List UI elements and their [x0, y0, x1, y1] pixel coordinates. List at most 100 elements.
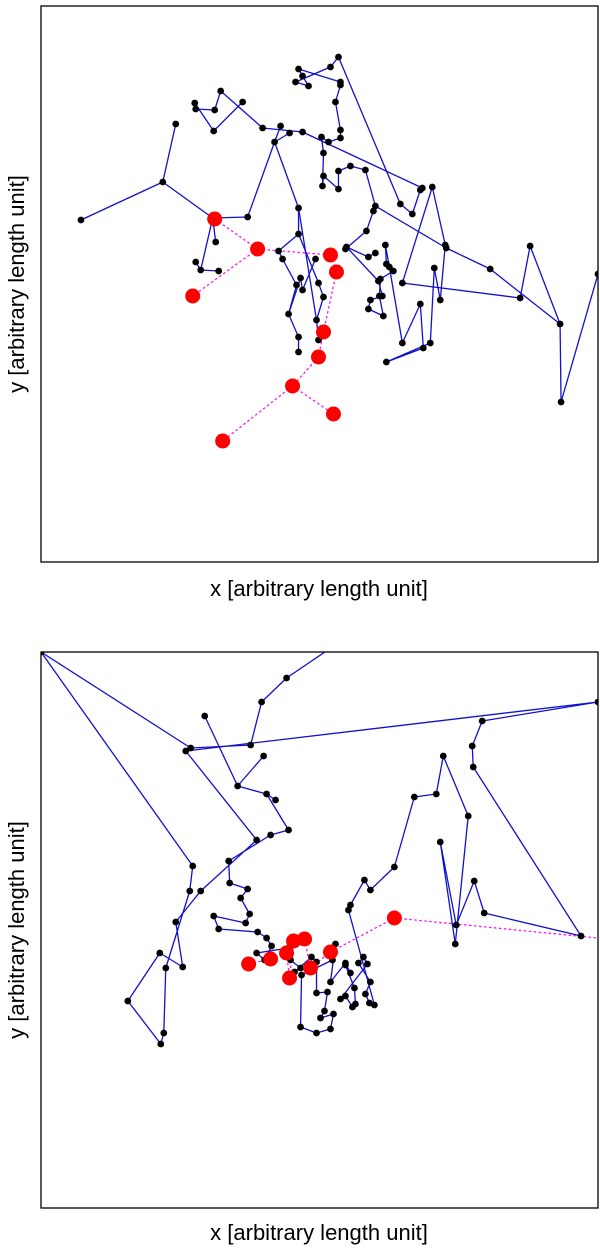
node-point — [430, 264, 438, 272]
node-point — [212, 238, 220, 246]
node-point — [376, 275, 384, 283]
node-point — [253, 949, 261, 957]
node-point — [179, 963, 187, 971]
node-point — [192, 258, 200, 266]
hub-links-top — [192, 218, 338, 442]
node-point — [320, 172, 327, 180]
tree-edge — [200, 217, 214, 271]
tree-edge — [302, 131, 423, 189]
node-point — [365, 253, 372, 261]
node-point — [297, 274, 304, 282]
tree-edge — [439, 244, 446, 301]
node-point — [324, 988, 331, 996]
tree-edge — [266, 793, 290, 831]
tree-edge — [529, 245, 561, 325]
node-point — [342, 635, 349, 642]
tree-edge — [560, 273, 598, 403]
tree-edge — [489, 268, 561, 325]
node-point — [201, 712, 209, 720]
tree-edge — [41, 652, 194, 867]
node-point — [332, 98, 339, 106]
node-point — [298, 971, 305, 979]
tree-edge — [375, 205, 447, 249]
node-point — [239, 98, 247, 106]
node-point — [557, 398, 565, 406]
hub-point — [328, 264, 344, 280]
hub-link — [322, 271, 338, 333]
node-point — [187, 744, 195, 752]
node-point — [192, 105, 200, 113]
node-point — [215, 267, 223, 275]
hub-link — [192, 248, 258, 297]
tree-edge — [388, 266, 403, 344]
tree-edge — [286, 652, 326, 679]
node-point — [295, 204, 302, 212]
node-point — [254, 928, 262, 936]
panel-bottom: x [arbitrary length unit] y [arbitrary l… — [4, 635, 599, 1245]
hub-point — [297, 931, 313, 947]
node-point — [242, 919, 250, 927]
hub-link — [257, 248, 331, 256]
node-point — [197, 887, 205, 895]
node-point — [464, 812, 472, 820]
node-point — [325, 138, 332, 146]
node-point — [305, 82, 312, 90]
node-point — [396, 200, 404, 208]
node-point — [410, 793, 418, 801]
node-point — [41, 652, 45, 656]
hub-point — [386, 910, 402, 926]
tree-edge — [429, 267, 435, 344]
tree-edges-bottom — [41, 652, 598, 1045]
node-point — [275, 247, 282, 255]
tree-edge — [411, 189, 421, 215]
node-point — [342, 961, 349, 969]
tree-edge — [213, 915, 246, 924]
node-point — [189, 862, 197, 870]
node-point — [390, 863, 398, 871]
node-point — [469, 763, 477, 771]
node-point — [172, 918, 180, 926]
hub-point — [303, 960, 319, 976]
node-point — [215, 925, 223, 933]
tree-edge — [346, 246, 369, 258]
y-axis-label-bottom: y [arbitrary length unit] — [4, 821, 29, 1039]
hub-point — [185, 288, 201, 304]
node-point — [362, 166, 369, 174]
node-point — [299, 128, 306, 136]
tree-edge — [175, 890, 202, 923]
node-point — [319, 182, 326, 190]
node-point — [342, 992, 349, 1000]
node-point — [337, 995, 344, 1003]
node-point — [361, 876, 368, 884]
node-point — [157, 1040, 165, 1048]
node-point — [371, 202, 379, 210]
node-point — [516, 294, 524, 302]
tree-edge — [364, 169, 377, 207]
tree-edge — [278, 233, 299, 252]
node-point — [211, 106, 219, 114]
node-point — [416, 300, 424, 308]
node-point — [347, 162, 354, 170]
tree-edge — [185, 750, 258, 841]
tree-edge — [237, 785, 267, 795]
tree-edge — [345, 246, 379, 282]
tree-edge — [445, 247, 491, 270]
node-point — [286, 129, 293, 137]
plot-frame-top — [40, 5, 599, 563]
node-point — [285, 310, 292, 318]
tree-edge — [471, 745, 474, 768]
node-point — [267, 831, 274, 839]
plot-area-top — [77, 53, 598, 449]
tree-edge — [393, 796, 415, 868]
tree-edge — [237, 755, 265, 787]
node-point — [191, 99, 199, 107]
node-point — [351, 984, 358, 992]
hub-link — [214, 218, 258, 250]
node-point — [335, 167, 342, 175]
tree-edge — [559, 323, 562, 403]
node-point — [297, 964, 304, 972]
node-point — [408, 210, 416, 218]
node-point — [327, 63, 334, 71]
hub-point — [311, 349, 327, 365]
